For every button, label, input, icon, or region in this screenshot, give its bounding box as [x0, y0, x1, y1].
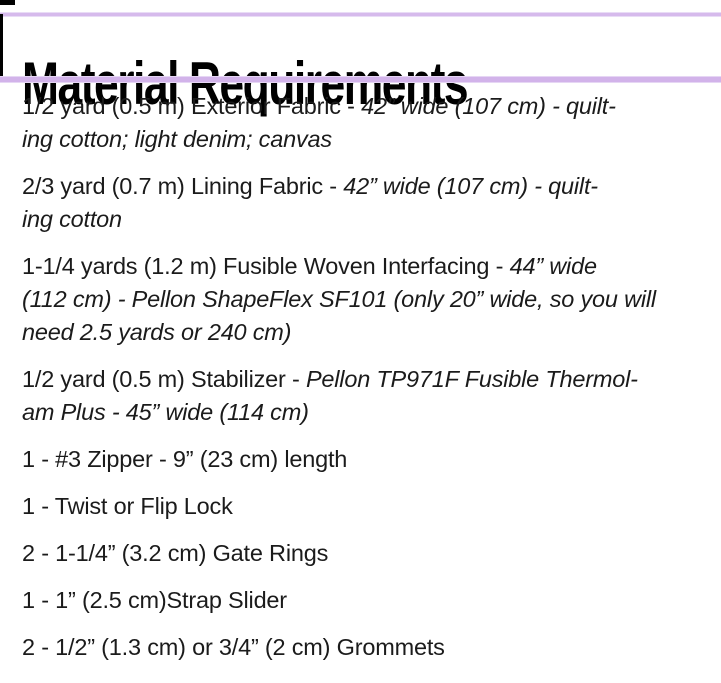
materials-list: 1/2 yard (0.5 m) Exterior Fabric - 42” w… [22, 90, 712, 678]
list-item-line: 1 - Twist or Flip Lock [22, 490, 712, 523]
list-item-line: 1 - #3 Zipper - 9” (23 cm) length [22, 443, 712, 476]
item-spec-text: Pellon TP971F Fusible Thermol- [305, 366, 638, 392]
item-spec-text: 42” wide (107 cm) - quilt- [361, 93, 616, 119]
item-quantity-text: 2 - 1/2” (1.3 cm) or 3/4” (2 cm) Grommet… [22, 634, 445, 660]
top-accent-rule [0, 12, 721, 17]
list-item-line: 2/3 yard (0.7 m) Lining Fabric - 42” wid… [22, 170, 712, 203]
top-left-corner-mark [0, 0, 15, 5]
list-item-line: 2 - 1/2” (1.3 cm) or 3/4” (2 cm) Grommet… [22, 631, 712, 664]
list-item-line: 1-1/4 yards (1.2 m) Fusible Woven Interf… [22, 250, 712, 283]
list-item-line: (112 cm) - Pellon ShapeFlex SF101 (only … [22, 283, 712, 316]
item-spec-text: ing cotton; light denim; canvas [22, 126, 332, 152]
list-item: 1 - #3 Zipper - 9” (23 cm) length [22, 443, 712, 476]
item-spec-text: need 2.5 yards or 240 cm) [22, 319, 292, 345]
list-item: 1-1/4 yards (1.2 m) Fusible Woven Interf… [22, 250, 712, 349]
item-spec-text: (112 cm) - Pellon ShapeFlex SF101 (only … [22, 286, 656, 312]
list-item: 1 - 1” (2.5 cm)Strap Slider [22, 584, 712, 617]
item-spec-text: am Plus - 45” wide (114 cm) [22, 399, 309, 425]
list-item-line: need 2.5 yards or 240 cm) [22, 316, 712, 349]
list-item: 1/2 yard (0.5 m) Exterior Fabric - 42” w… [22, 90, 712, 156]
item-quantity-text: 1/2 yard (0.5 m) Stabilizer - [22, 366, 306, 392]
item-quantity-text: 2/3 yard (0.7 m) Lining Fabric - [22, 173, 344, 199]
heading-underline-rule [0, 76, 721, 83]
item-quantity-text: 1-1/4 yards (1.2 m) Fusible Woven Interf… [22, 253, 510, 279]
list-item-line: ing cotton [22, 203, 712, 236]
heading-left-border [0, 14, 3, 79]
list-item: 2 - 1-1/4” (3.2 cm) Gate Rings [22, 537, 712, 570]
page-title: Material Requirements [22, 50, 469, 118]
list-item-line: 1/2 yard (0.5 m) Exterior Fabric - 42” w… [22, 90, 712, 123]
list-item: 1 - Twist or Flip Lock [22, 490, 712, 523]
list-item-line: 1 - 1” (2.5 cm)Strap Slider [22, 584, 712, 617]
list-item-line: am Plus - 45” wide (114 cm) [22, 396, 712, 429]
item-spec-text: 42” wide (107 cm) - quilt- [343, 173, 598, 199]
list-item: 2 - 1/2” (1.3 cm) or 3/4” (2 cm) Grommet… [22, 631, 712, 664]
item-quantity-text: 1 - Twist or Flip Lock [22, 493, 233, 519]
item-quantity-text: 1 - 1” (2.5 cm)Strap Slider [22, 587, 287, 613]
item-quantity-text: 1 - #3 Zipper - 9” (23 cm) length [22, 446, 348, 472]
item-spec-text: ing cotton [22, 206, 122, 232]
list-item-line: 2 - 1-1/4” (3.2 cm) Gate Rings [22, 537, 712, 570]
item-quantity-text: 1/2 yard (0.5 m) Exterior Fabric - [22, 93, 362, 119]
list-item: 2/3 yard (0.7 m) Lining Fabric - 42” wid… [22, 170, 712, 236]
list-item-line: ing cotton; light denim; canvas [22, 123, 712, 156]
item-spec-text: 44” wide [509, 253, 597, 279]
list-item: 1/2 yard (0.5 m) Stabilizer - Pellon TP9… [22, 363, 712, 429]
item-quantity-text: 2 - 1-1/4” (3.2 cm) Gate Rings [22, 540, 329, 566]
list-item-line: 1/2 yard (0.5 m) Stabilizer - Pellon TP9… [22, 363, 712, 396]
